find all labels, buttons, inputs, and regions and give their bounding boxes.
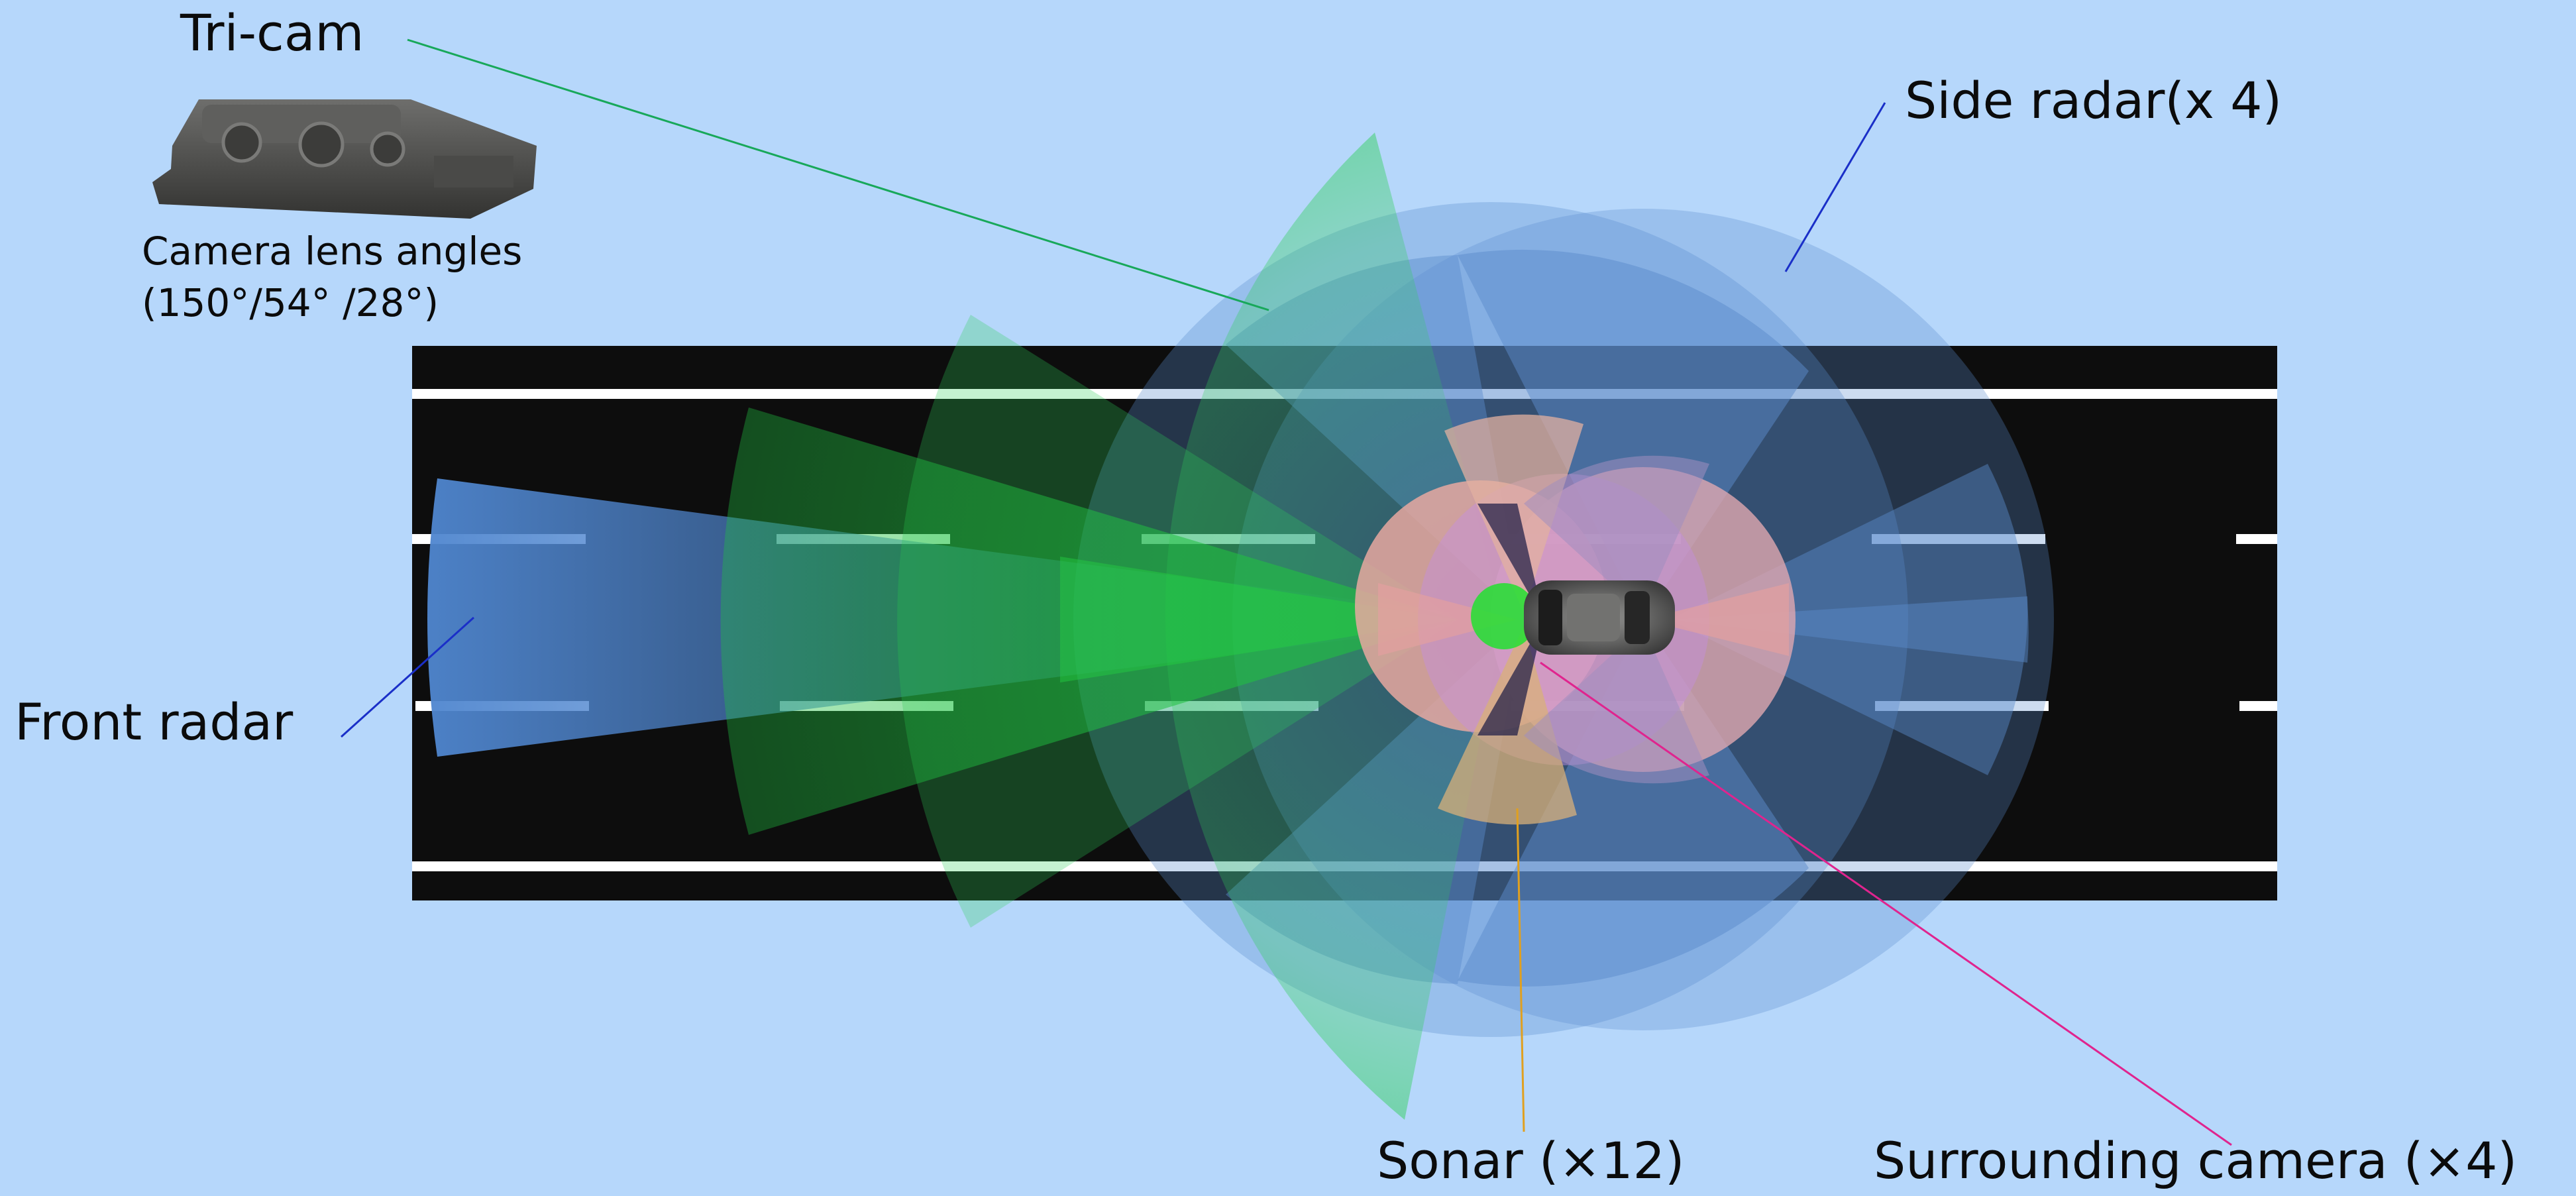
side-radar-lobe-rear-left: [1458, 249, 1809, 620]
camera-lens-angles-caption: Camera lens angles (150°/54° /28°): [142, 225, 522, 329]
front-sensor-glow: [1471, 583, 1537, 649]
surrounding-camera-label: Surrounding camera (×4): [1874, 1131, 2518, 1190]
side-radar-leader-line: [1784, 102, 1886, 272]
front-radar-label: Front radar: [15, 692, 294, 751]
camera-module-icon: [152, 99, 537, 219]
tricam-label: Tri-cam: [180, 3, 364, 62]
sonar-label: Sonar (×12): [1377, 1131, 1685, 1190]
tricam-narrow-core: [1060, 557, 1458, 682]
surround-camera-dark-wedge-top: [1477, 504, 1544, 620]
sonar-leader-line: [1516, 808, 1525, 1132]
tricam-28deg-zone: [720, 408, 1458, 835]
surround-camera-ray-rear: [1643, 583, 1789, 656]
sonar-zone-rear-top: [1524, 455, 1709, 613]
camera-lens-angles-values: (150°/54° /28°): [142, 280, 439, 326]
car-windshield: [1538, 590, 1562, 645]
camera-lens-angles-title: Camera lens angles: [142, 229, 523, 274]
camera-lens-2: [298, 121, 345, 168]
tricam-leader-line: [407, 38, 1269, 311]
surround-camera-leader-line: [1540, 661, 2232, 1146]
surround-camera-ray-front: [1378, 583, 1517, 656]
car-icon: [1524, 580, 1675, 655]
front-radar-leader-line: [340, 616, 475, 738]
car-roof: [1567, 594, 1620, 641]
car-rear-window: [1625, 591, 1650, 644]
side-radar-label: Side radar(x 4): [1905, 71, 2282, 130]
side-radar-lobe-rear-right: [1458, 620, 1809, 987]
tricam-coverage: [720, 133, 1504, 1120]
sonar-zone-rear-bottom: [1524, 626, 1709, 784]
camera-lens-1: [221, 122, 262, 163]
camera-lens-3: [370, 131, 405, 167]
surround-camera-dark-wedge-bottom: [1477, 620, 1544, 735]
